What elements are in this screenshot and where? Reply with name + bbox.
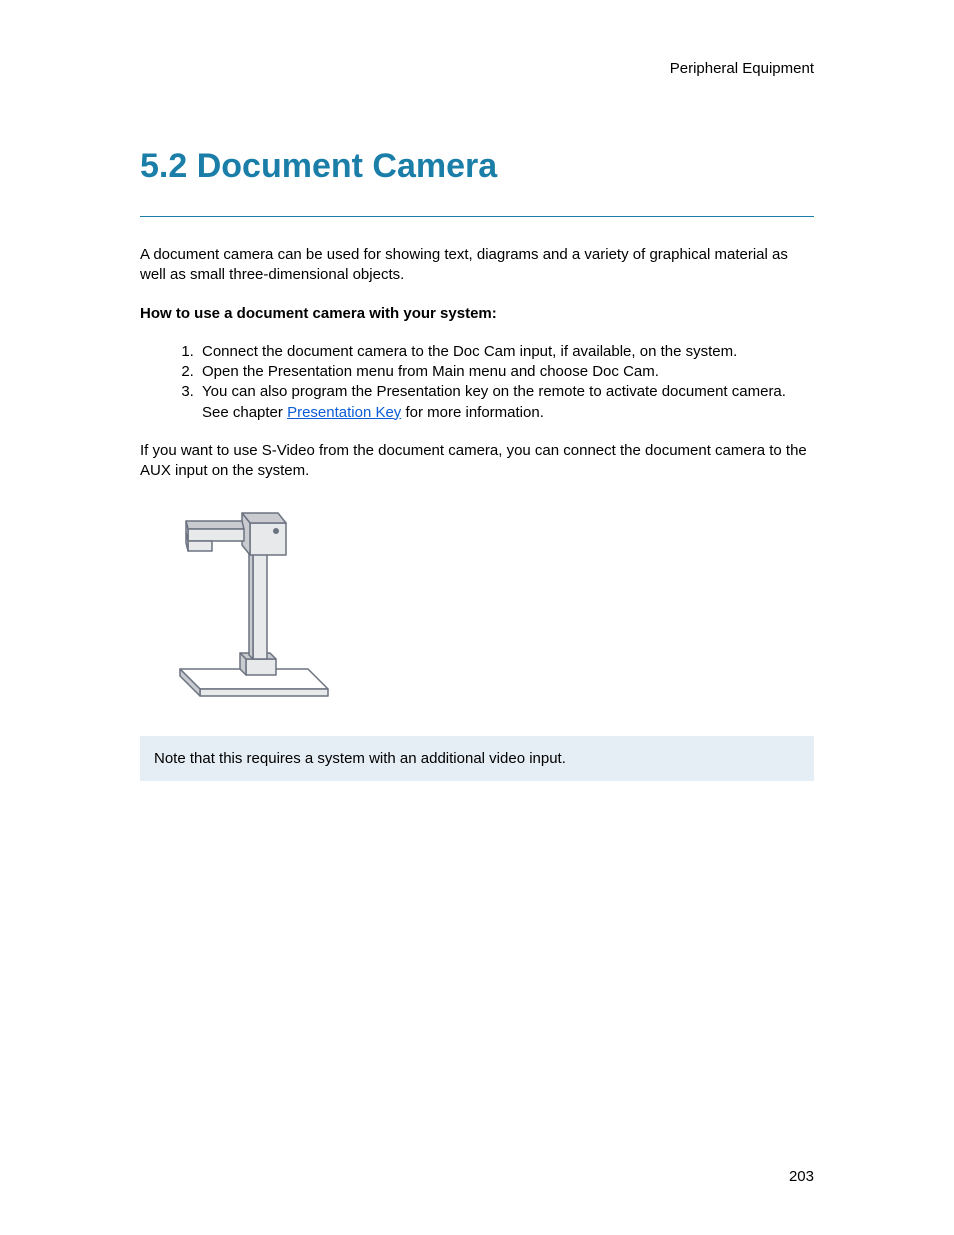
presentation-key-link[interactable]: Presentation Key	[287, 404, 401, 421]
document-camera-illustration	[158, 499, 814, 714]
steps-list: Connect the document camera to the Doc C…	[140, 342, 814, 423]
intro-paragraph: A document camera can be used for showin…	[140, 245, 814, 286]
page-number: 203	[789, 1168, 814, 1185]
horizontal-rule	[140, 216, 814, 217]
header-label: Peripheral Equipment	[140, 60, 814, 77]
svideo-paragraph: If you want to use S-Video from the docu…	[140, 441, 814, 482]
step-text-post: for more information.	[401, 404, 544, 421]
note-box: Note that this requires a system with an…	[140, 736, 814, 781]
note-text: Note that this requires a system with an…	[154, 750, 566, 767]
step-item: You can also program the Presentation ke…	[198, 382, 814, 423]
howto-heading: How to use a document camera with your s…	[140, 304, 814, 324]
section-title: 5.2 Document Camera	[140, 147, 814, 186]
step-item: Open the Presentation menu from Main men…	[198, 362, 814, 382]
step-item: Connect the document camera to the Doc C…	[198, 342, 814, 362]
